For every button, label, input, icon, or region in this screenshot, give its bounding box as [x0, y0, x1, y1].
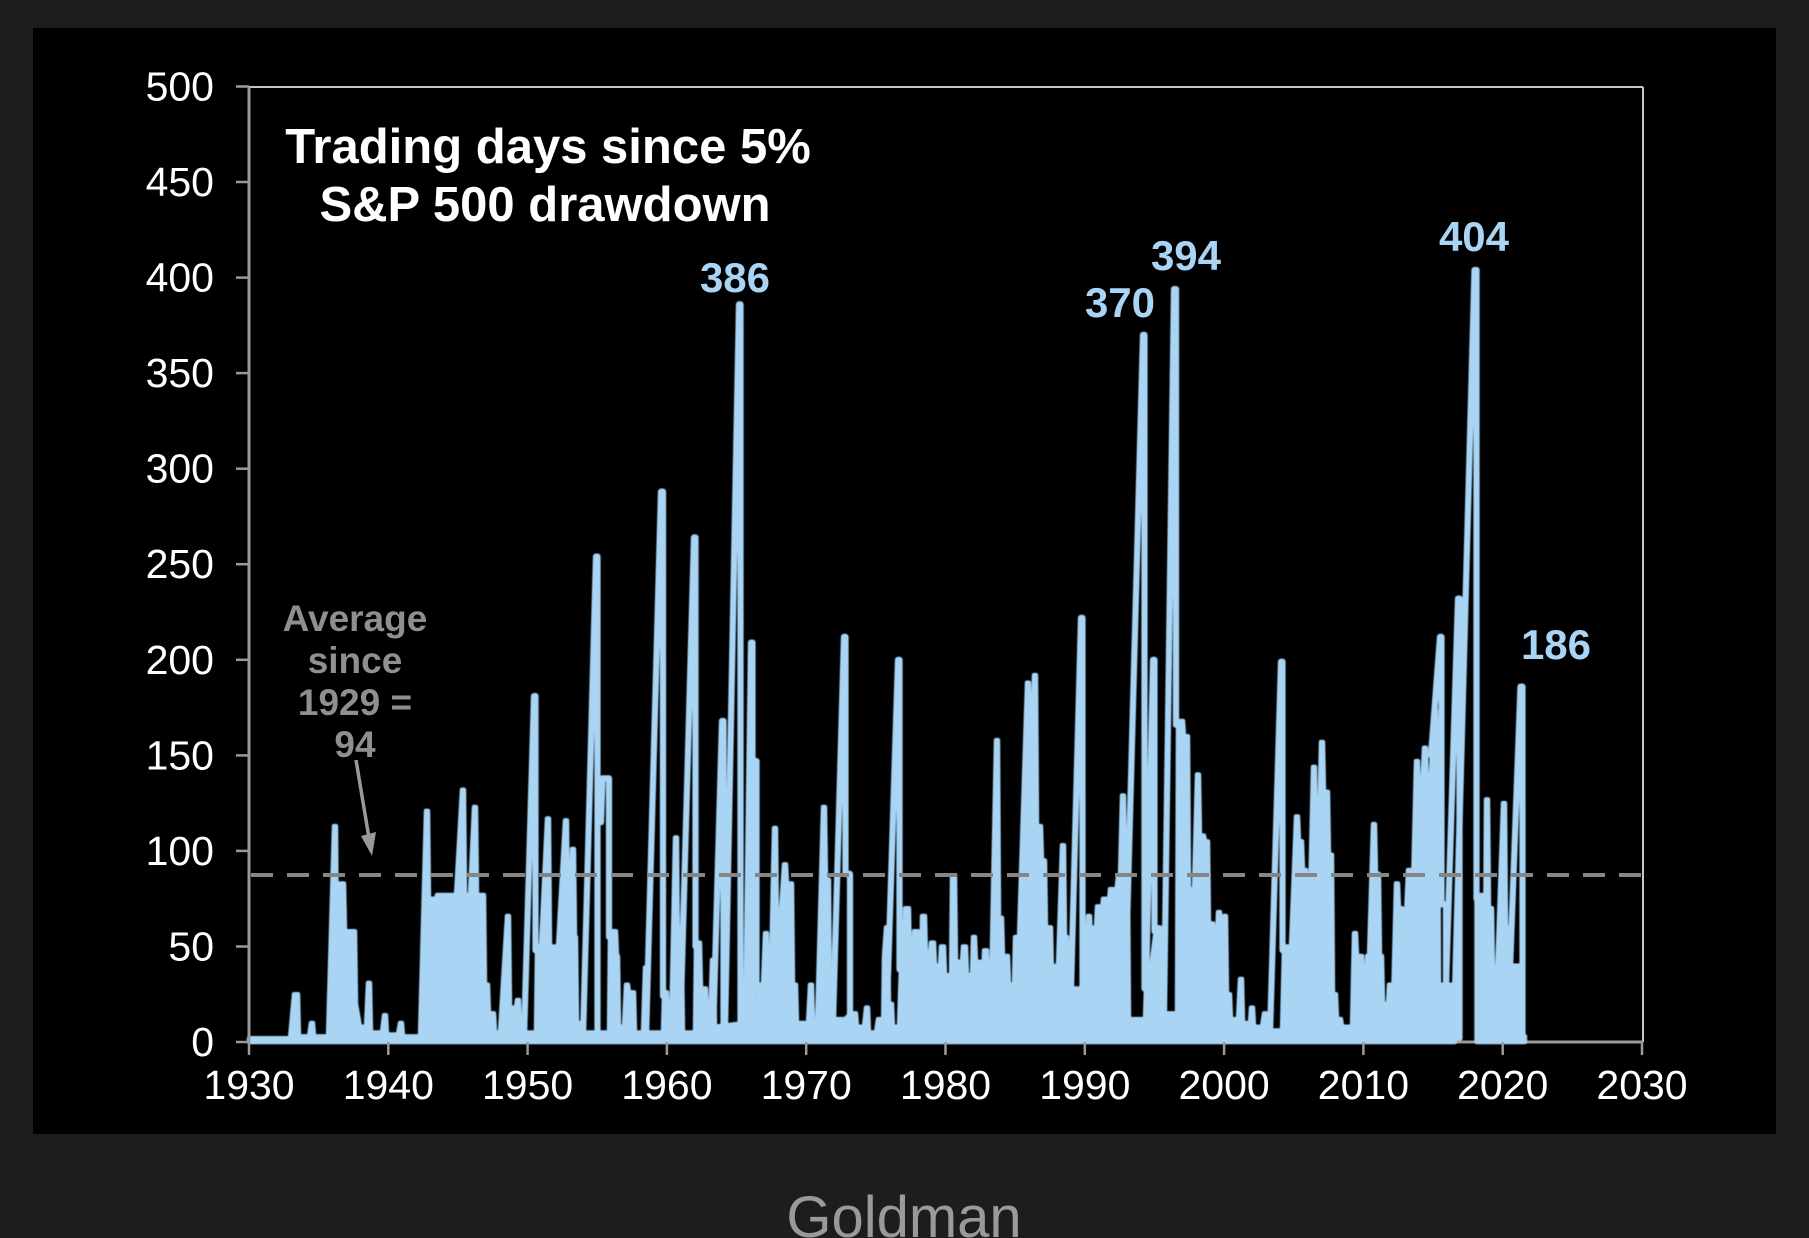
- svg-text:500: 500: [146, 64, 214, 110]
- svg-text:94: 94: [334, 724, 376, 765]
- svg-text:2030: 2030: [1596, 1062, 1687, 1108]
- svg-text:50: 50: [168, 924, 214, 970]
- svg-text:394: 394: [1151, 232, 1222, 279]
- svg-text:1940: 1940: [343, 1062, 434, 1108]
- svg-text:since: since: [308, 640, 403, 681]
- svg-text:Average: Average: [283, 598, 428, 639]
- svg-text:150: 150: [146, 732, 214, 778]
- svg-text:400: 400: [146, 255, 214, 301]
- svg-text:300: 300: [146, 446, 214, 492]
- svg-text:1990: 1990: [1039, 1062, 1130, 1108]
- svg-text:2010: 2010: [1318, 1062, 1409, 1108]
- svg-text:200: 200: [146, 637, 214, 683]
- svg-text:404: 404: [1439, 213, 1510, 260]
- svg-text:186: 186: [1521, 621, 1591, 668]
- svg-text:1980: 1980: [900, 1062, 991, 1108]
- svg-text:350: 350: [146, 350, 214, 396]
- svg-text:1950: 1950: [482, 1062, 573, 1108]
- svg-text:386: 386: [700, 254, 770, 301]
- svg-text:1929 =: 1929 =: [298, 682, 412, 723]
- svg-text:2020: 2020: [1457, 1062, 1548, 1108]
- svg-text:2000: 2000: [1178, 1062, 1269, 1108]
- svg-text:1960: 1960: [621, 1062, 712, 1108]
- svg-text:Goldman: Goldman: [786, 1185, 1021, 1238]
- svg-text:370: 370: [1085, 279, 1155, 326]
- svg-text:450: 450: [146, 159, 214, 205]
- svg-text:S&P 500 drawdown: S&P 500 drawdown: [319, 178, 770, 232]
- svg-text:Trading days since 5%: Trading days since 5%: [285, 120, 811, 174]
- svg-text:250: 250: [146, 541, 214, 587]
- svg-text:100: 100: [146, 828, 214, 874]
- svg-text:1970: 1970: [761, 1062, 852, 1108]
- svg-text:1930: 1930: [203, 1062, 294, 1108]
- svg-text:0: 0: [191, 1019, 214, 1065]
